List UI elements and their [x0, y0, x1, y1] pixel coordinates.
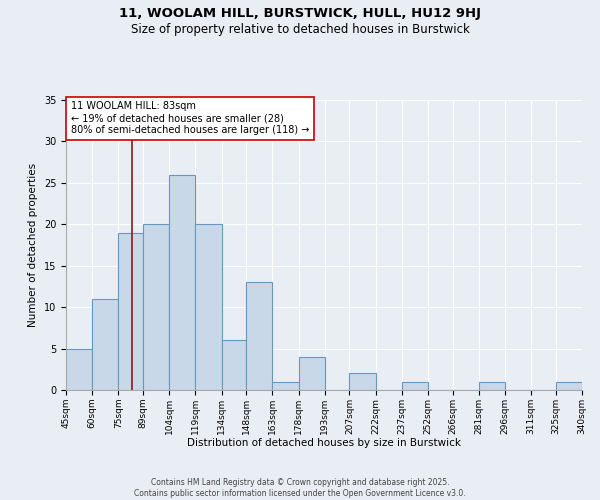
- Bar: [246, 282, 272, 390]
- Text: 11, WOOLAM HILL, BURSTWICK, HULL, HU12 9HJ: 11, WOOLAM HILL, BURSTWICK, HULL, HU12 9…: [119, 8, 481, 20]
- Bar: [479, 382, 505, 390]
- Text: Contains HM Land Registry data © Crown copyright and database right 2025.
Contai: Contains HM Land Registry data © Crown c…: [134, 478, 466, 498]
- Bar: [402, 382, 428, 390]
- Bar: [221, 340, 246, 390]
- Bar: [118, 232, 143, 390]
- Bar: [143, 224, 169, 390]
- Bar: [556, 382, 582, 390]
- Bar: [66, 348, 92, 390]
- Bar: [92, 299, 118, 390]
- Bar: [272, 382, 299, 390]
- Bar: [196, 224, 221, 390]
- Bar: [169, 174, 196, 390]
- X-axis label: Distribution of detached houses by size in Burstwick: Distribution of detached houses by size …: [187, 438, 461, 448]
- Text: Size of property relative to detached houses in Burstwick: Size of property relative to detached ho…: [131, 22, 469, 36]
- Y-axis label: Number of detached properties: Number of detached properties: [28, 163, 38, 327]
- Text: 11 WOOLAM HILL: 83sqm
← 19% of detached houses are smaller (28)
80% of semi-deta: 11 WOOLAM HILL: 83sqm ← 19% of detached …: [71, 102, 310, 134]
- Bar: [299, 357, 325, 390]
- Bar: [349, 374, 376, 390]
